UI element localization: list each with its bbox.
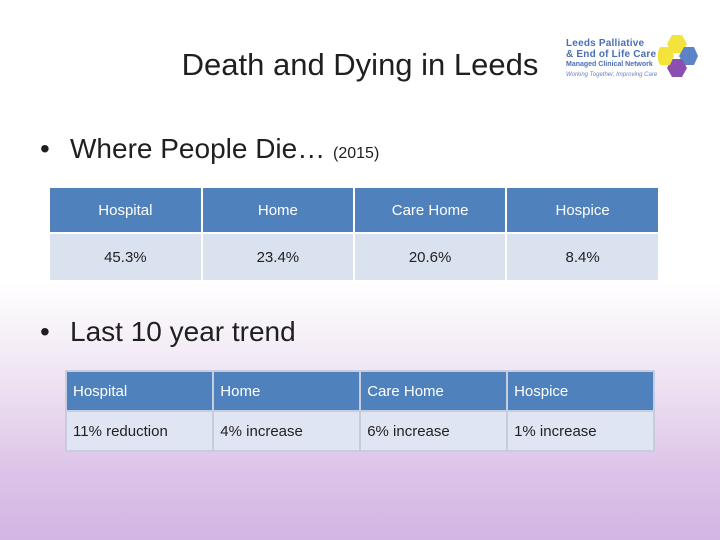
- table-header-cell: Hospital: [48, 186, 203, 234]
- table-row: 45.3% 23.4% 20.6% 8.4%: [48, 232, 660, 282]
- table-header-cell: Home: [212, 370, 362, 412]
- table-cell: 6% increase: [359, 410, 509, 452]
- table-header-cell: Hospice: [506, 370, 655, 412]
- hexagon-logo-icon: [658, 35, 698, 77]
- page-title: Death and Dying in Leeds: [181, 47, 539, 82]
- bullet-trend: • Last 10 year trend: [40, 316, 296, 347]
- logo-line-3: Managed Clinical Network: [566, 61, 653, 68]
- table-cell: 4% increase: [212, 410, 362, 452]
- logo-line-1: Leeds Palliative: [566, 38, 645, 49]
- table-row: 11% reduction 4% increase 6% increase 1%…: [64, 410, 655, 452]
- table-header-row: Hospital Home Care Home Hospice: [48, 186, 660, 234]
- table-header-cell: Care Home: [359, 370, 509, 412]
- table-header-cell: Care Home: [352, 186, 508, 234]
- table-cell: 20.6%: [352, 232, 508, 282]
- bullet-where-people-die: • Where People Die… (2015): [40, 133, 380, 164]
- network-logo: Leeds Palliative & End of Life Care Mana…: [558, 34, 698, 90]
- bullet-1-text: Where People Die…: [70, 133, 326, 164]
- table-header-cell: Home: [200, 186, 355, 234]
- bullet-2-text: Last 10 year trend: [70, 316, 296, 347]
- table-cell: 11% reduction: [64, 410, 215, 452]
- table-cell: 45.3%: [48, 232, 203, 282]
- table-cell: 8.4%: [505, 232, 660, 282]
- table-header-cell: Hospital: [64, 370, 215, 412]
- table-header-row: Hospital Home Care Home Hospice: [64, 370, 655, 412]
- place-of-death-table: Hospital Home Care Home Hospice 45.3% 23…: [48, 186, 660, 282]
- table-header-cell: Hospice: [505, 186, 660, 234]
- trend-table: Hospital Home Care Home Hospice 11% redu…: [64, 370, 655, 452]
- table-cell: 1% increase: [506, 410, 655, 452]
- bullet-1-year: (2015): [333, 145, 380, 162]
- table-cell: 23.4%: [200, 232, 355, 282]
- logo-line-4: Working Together, Improving Care: [566, 72, 658, 78]
- logo-line-2: & End of Life Care: [566, 49, 657, 60]
